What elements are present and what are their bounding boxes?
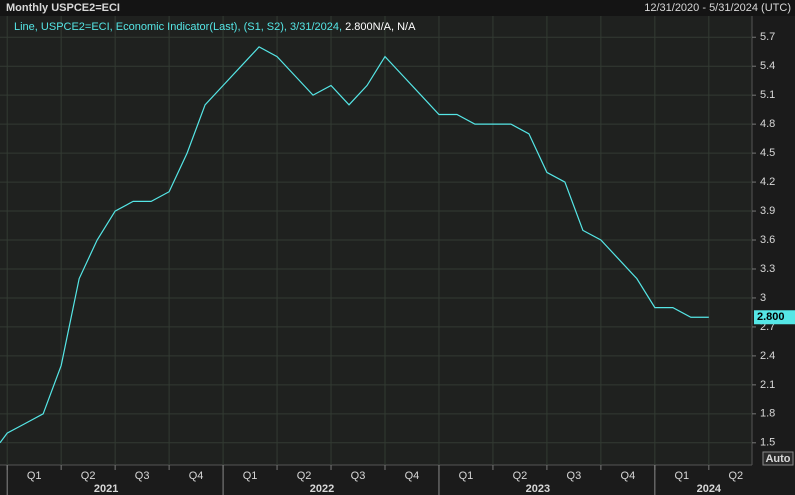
- x-tick-label: Q3: [567, 470, 582, 482]
- legend: Line, USPCE2=ECI, Economic Indicator(Las…: [14, 21, 416, 33]
- y-tick-label: 3.9: [760, 205, 775, 217]
- date-range: 12/31/2020 - 5/31/2024 (UTC): [644, 2, 791, 14]
- y-tick-label: 4.8: [760, 118, 775, 130]
- year-label: 2021: [94, 483, 118, 495]
- last-value-label: 2.800: [757, 311, 785, 323]
- x-tick-label: Q2: [297, 470, 312, 482]
- year-label: 2024: [697, 483, 722, 495]
- chart-title: Monthly USPCE2=ECI: [6, 2, 120, 14]
- y-tick-label: 2.4: [760, 350, 775, 362]
- x-tick-label: Q3: [135, 470, 150, 482]
- x-tick-label: Q1: [459, 470, 474, 482]
- y-tick-label: 5.1: [760, 89, 775, 101]
- x-tick-label: Q2: [513, 470, 528, 482]
- x-tick-label: Q2: [81, 470, 96, 482]
- y-tick-label: 2.1: [760, 379, 775, 391]
- x-tick-label: Q4: [189, 470, 204, 482]
- legend-suffix: N/A, N/A: [373, 21, 416, 33]
- data-line: [0, 46, 709, 444]
- y-tick-label: 1.8: [760, 408, 775, 420]
- x-tick-label: Q1: [243, 470, 258, 482]
- grid: [0, 16, 752, 465]
- y-tick-label: 4.5: [760, 147, 775, 159]
- y-tick-label: 3.3: [760, 263, 775, 275]
- year-label: 2023: [526, 483, 550, 495]
- x-tick-label: Q1: [27, 470, 42, 482]
- year-label: 2022: [310, 483, 334, 495]
- auto-button-box[interactable]: [762, 451, 794, 466]
- last-value-box: [754, 310, 795, 325]
- legend-text: Line, USPCE2=ECI, Economic Indicator(Las…: [14, 21, 345, 33]
- y-tick-label: 5.7: [760, 31, 775, 43]
- x-tick-label: Q4: [405, 470, 420, 482]
- legend-value: 2.800: [345, 21, 373, 33]
- x-tick-label: Q4: [621, 470, 636, 482]
- y-tick-label: 3.6: [760, 234, 775, 246]
- header-bar: [0, 0, 795, 16]
- y-tick-label: 3: [760, 292, 766, 304]
- y-tick-label: 4.2: [760, 176, 775, 188]
- x-tick-label: Q3: [351, 470, 366, 482]
- x-tick-label: Q2: [728, 470, 743, 482]
- auto-button[interactable]: Auto: [762, 451, 794, 466]
- y-tick-label: 5.4: [760, 60, 775, 72]
- x-tick-label: Q1: [674, 470, 689, 482]
- y-tick-label: 1.5: [760, 437, 775, 449]
- auto-button-label[interactable]: Auto: [765, 453, 790, 465]
